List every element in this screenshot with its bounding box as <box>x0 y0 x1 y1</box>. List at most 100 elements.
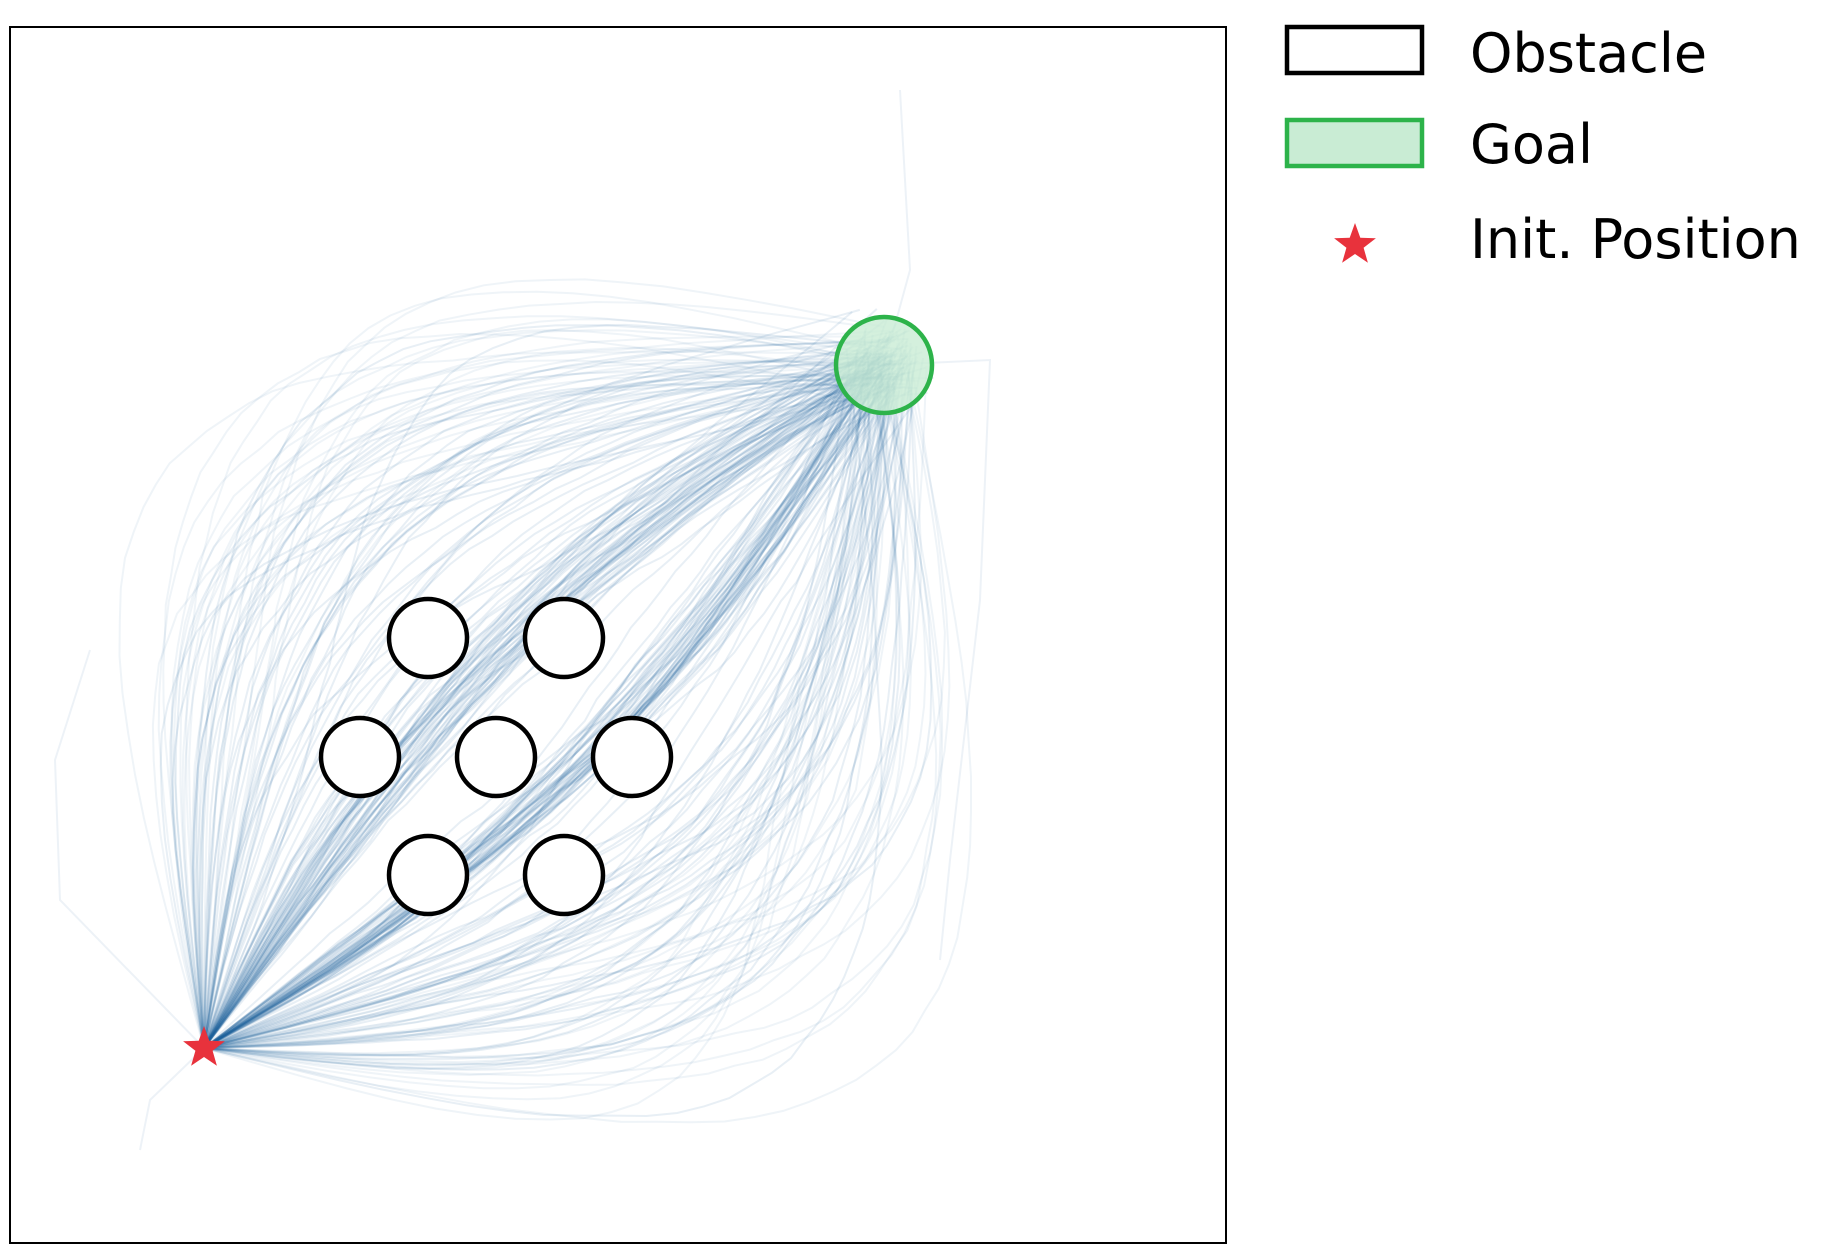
trajectory-path <box>203 354 886 1049</box>
trajectory-path <box>203 374 856 1049</box>
trajectory-path <box>203 372 880 1057</box>
trajectory-path <box>203 366 905 1049</box>
trajectory-path <box>203 351 864 1049</box>
trajectory-path <box>203 373 882 1049</box>
trajectory-path <box>203 382 856 1049</box>
trajectory-path <box>203 365 882 1067</box>
trajectory-path <box>203 375 897 1049</box>
trajectory-path <box>203 348 870 1049</box>
trajectory-path <box>203 361 894 1049</box>
trajectory-path <box>203 357 925 1049</box>
trajectory-path <box>203 382 885 1049</box>
trajectory-path <box>203 361 851 1049</box>
trajectory-path <box>203 372 905 1049</box>
trajectory-path <box>169 372 897 1049</box>
trajectory-path <box>203 385 883 1049</box>
trajectory-path <box>203 352 866 1049</box>
trajectory-path <box>203 377 887 1049</box>
trajectory-path <box>203 339 909 1049</box>
trajectory-path <box>203 346 871 1049</box>
trajectory-path <box>203 358 911 1121</box>
axes-frame <box>9 26 1227 1244</box>
trajectory-path <box>203 371 860 1049</box>
trajectory-path <box>203 360 864 1049</box>
trajectory-path <box>159 353 885 1049</box>
trajectory-path <box>118 350 912 1049</box>
trajectory-path <box>203 352 868 1090</box>
trajectory-path <box>203 360 892 1049</box>
trajectory-path <box>203 363 891 1049</box>
trajectory-path <box>203 348 876 1077</box>
trajectory-path <box>203 370 886 1049</box>
legend-init-label: Init. Position <box>1470 208 1801 271</box>
trajectory-path <box>203 338 881 1049</box>
trajectory-path <box>203 360 894 1049</box>
trajectory-path <box>203 308 878 1049</box>
trajectory-path <box>203 390 898 1049</box>
trajectory-path <box>203 359 901 1049</box>
trajectory-path <box>203 351 881 1049</box>
trajectory-path <box>203 372 897 1070</box>
trajectory-path <box>53 649 205 1049</box>
trajectory-path <box>203 328 902 1049</box>
trajectory-path <box>203 398 917 1049</box>
trajectory-path <box>203 357 858 1049</box>
trajectory-path <box>203 342 851 1049</box>
trajectory-path <box>203 372 894 1049</box>
trajectory-path <box>203 383 894 1049</box>
trajectory-path <box>202 359 860 1049</box>
trajectory-path <box>203 389 913 1049</box>
trajectory-path <box>203 384 896 1049</box>
trajectory-path <box>203 364 944 1059</box>
trajectory-path <box>203 353 895 1049</box>
trajectory-path <box>203 380 899 1049</box>
trajectory-path <box>192 369 885 1049</box>
obstacle-circle <box>386 833 470 917</box>
trajectory-path <box>203 314 890 1049</box>
trajectory-path <box>203 374 914 1061</box>
trajectory-path <box>191 344 909 1049</box>
obstacle-circle <box>522 833 606 917</box>
trajectory-path <box>203 361 875 1049</box>
trajectory-path <box>203 362 888 1049</box>
trajectory-path <box>203 382 905 1066</box>
trajectory-path <box>203 354 891 1049</box>
trajectory-path <box>203 383 871 1049</box>
obstacle-circle <box>454 715 538 799</box>
trajectory-path <box>203 367 912 1049</box>
trajectory-path <box>203 382 866 1049</box>
init-position-marker <box>183 1026 225 1066</box>
trajectory-path <box>203 386 896 1049</box>
trajectory-path <box>203 367 869 1049</box>
obstacle-circle <box>386 596 470 680</box>
trajectory-path <box>139 1047 205 1151</box>
trajectory-path <box>203 374 852 1049</box>
trajectory-path <box>203 332 888 1049</box>
trajectory-path <box>203 364 886 1049</box>
trajectory-path <box>203 373 883 1049</box>
trajectory-path <box>203 367 866 1049</box>
goal-region <box>833 314 935 416</box>
trajectory-path <box>203 361 878 1049</box>
trajectory-path <box>203 345 865 1049</box>
trajectory-path <box>203 348 893 1049</box>
trajectory-path <box>203 335 895 1049</box>
trajectory-path <box>203 362 891 1049</box>
trajectory-path <box>203 355 894 1049</box>
trajectory-path <box>203 348 883 1118</box>
trajectory-path <box>203 366 898 1049</box>
trajectory-path <box>169 375 904 1049</box>
trajectory-path <box>183 372 913 1049</box>
trajectory-path <box>188 335 862 1049</box>
trajectory-path <box>203 371 906 1049</box>
trajectory-path <box>203 356 890 1049</box>
trajectory-path <box>203 343 912 1049</box>
trajectory-path <box>198 341 872 1049</box>
trajectory-path <box>203 308 861 1049</box>
trajectory-path <box>203 363 862 1049</box>
trajectory-path <box>203 340 903 1049</box>
trajectory-path <box>203 370 890 1049</box>
trajectory-path <box>203 341 908 1049</box>
trajectory-path <box>203 357 914 1049</box>
trajectory-path <box>203 355 908 1049</box>
